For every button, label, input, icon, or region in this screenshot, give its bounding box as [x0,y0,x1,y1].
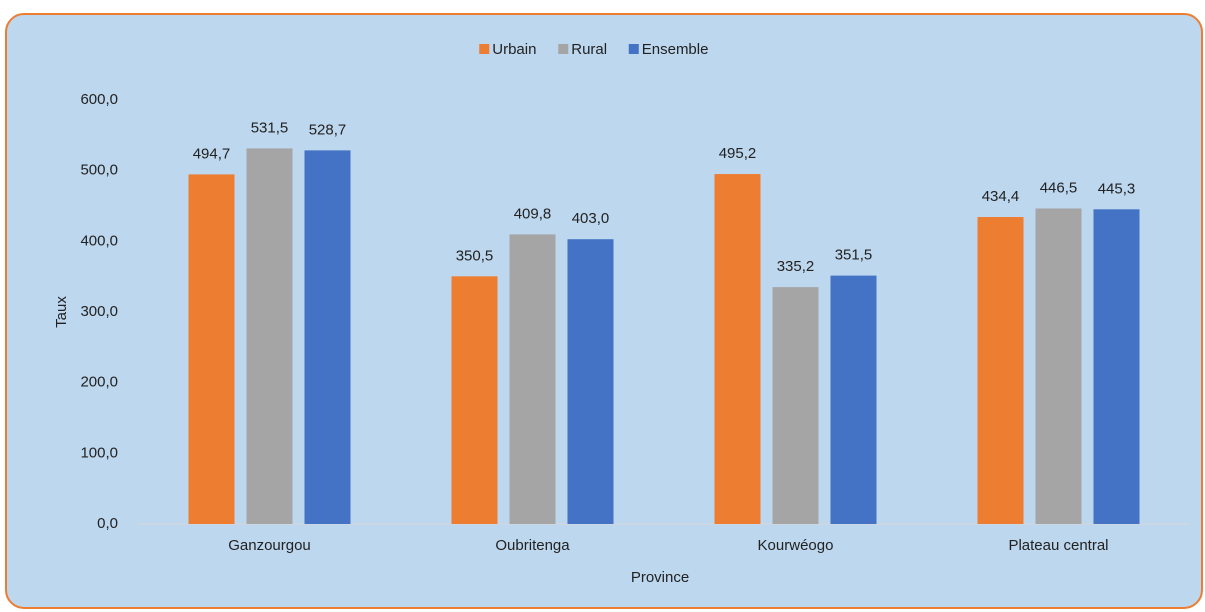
y-tick-label: 500,0 [80,162,118,179]
bar [246,148,293,524]
y-tick-label: 100,0 [80,444,118,461]
x-tick-label: Kourwéogo [758,537,834,554]
data-label: 351,5 [835,247,873,264]
bar [772,287,819,524]
data-label: 445,3 [1098,180,1136,197]
x-axis-label: Province [631,569,689,586]
bar [714,174,761,525]
data-label: 335,2 [777,258,815,275]
bar [188,174,235,525]
y-axis-label: Taux [53,296,70,328]
data-label: 350,5 [456,247,494,264]
y-tick-label: 0,0 [97,515,118,532]
y-tick-label: 400,0 [80,232,118,249]
bar [567,239,614,525]
y-tick-label: 200,0 [80,374,118,391]
x-tick-label: Oubritenga [495,537,570,554]
bar [1035,208,1082,524]
bar [977,217,1024,525]
data-label: 531,5 [251,119,289,136]
data-label: 446,5 [1040,179,1078,196]
bar [830,275,877,524]
bar [304,150,351,525]
legend-label: Rural [571,41,607,58]
x-tick-label: Plateau central [1008,537,1108,554]
data-label: 409,8 [514,205,552,222]
data-label: 495,2 [719,145,757,162]
legend-swatch [628,44,639,54]
legend-swatch [558,44,569,54]
data-label: 403,0 [572,210,610,227]
data-label: 434,4 [982,188,1020,205]
data-label: 494,7 [193,145,231,162]
y-tick-label: 300,0 [80,303,118,320]
legend-label: Ensemble [642,41,709,58]
x-tick-label: Ganzourgou [228,537,311,554]
y-tick-label: 600,0 [80,91,118,108]
legend-swatch [479,44,490,54]
legend-label: Urbain [492,41,536,58]
bar [1093,209,1140,524]
bar [509,234,556,524]
bar [451,276,498,524]
data-label: 528,7 [309,121,347,138]
